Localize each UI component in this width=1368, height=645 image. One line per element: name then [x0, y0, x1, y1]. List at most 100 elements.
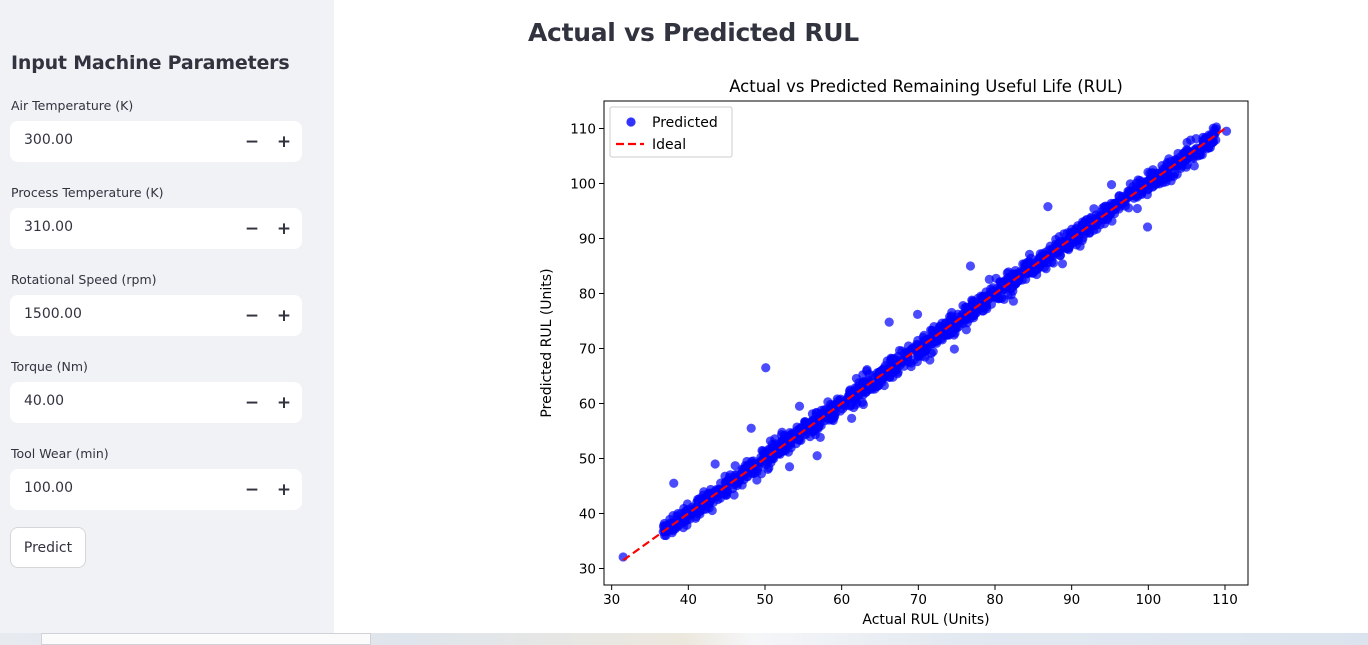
predicted-point — [944, 330, 954, 340]
predicted-point — [1132, 203, 1142, 214]
ideal-line — [622, 126, 1228, 562]
x-tick-label: 80 — [986, 592, 1003, 608]
predicted-point — [669, 478, 679, 488]
predicted-point — [685, 514, 695, 524]
torque-input[interactable]: 40.00 − + — [10, 382, 302, 423]
predicted-point — [1078, 233, 1088, 243]
predict-button[interactable]: Predict — [10, 527, 86, 568]
predicted-point — [794, 401, 805, 411]
plot-frame — [603, 100, 1249, 586]
predicted-point — [1161, 177, 1171, 187]
predicted-point — [1055, 250, 1065, 261]
predicted-point — [729, 490, 739, 500]
predicted-point — [1075, 241, 1085, 251]
predicted-point — [1040, 250, 1050, 261]
predicted-point — [930, 334, 940, 345]
air-temperature-value[interactable]: 300.00 — [24, 132, 73, 148]
predicted-point — [1007, 278, 1017, 289]
predicted-point — [960, 313, 971, 323]
predicted-point — [1145, 168, 1155, 178]
y-tick-label: 30 — [579, 562, 596, 578]
predicted-point — [1131, 178, 1142, 188]
y-tick-label: 50 — [579, 452, 596, 468]
torque-increment-button[interactable]: + — [276, 392, 292, 413]
predicted-point — [854, 378, 864, 388]
process-temperature-increment-button[interactable]: + — [276, 218, 292, 239]
legend-ideal-label: Ideal — [652, 137, 686, 153]
predicted-point — [710, 459, 720, 469]
sidebar: Input Machine Parameters Air Temperature… — [0, 0, 334, 633]
predicted-point — [913, 351, 923, 361]
predicted-point — [982, 304, 992, 314]
predicted-point — [862, 365, 872, 375]
x-tick-label: 60 — [833, 592, 850, 608]
page-title: Actual vs Predicted RUL — [528, 18, 859, 47]
predicted-point — [761, 363, 771, 373]
predicted-point — [770, 434, 780, 444]
x-tick-label: 90 — [1063, 592, 1080, 608]
predicted-point — [992, 293, 1002, 303]
rul-scatter-chart: Actual vs Predicted Remaining Useful Lif… — [539, 77, 1249, 628]
rotational-speed-label: Rotational Speed (rpm) — [11, 272, 157, 287]
air-temperature-input[interactable]: 300.00 − + — [10, 121, 302, 162]
predicted-point — [965, 261, 976, 271]
predicted-point — [1123, 186, 1133, 196]
air-temperature-increment-button[interactable]: + — [276, 131, 292, 152]
predicted-point — [1189, 161, 1199, 171]
predicted-point — [696, 494, 706, 504]
predicted-point — [1169, 171, 1179, 181]
predicted-point — [847, 413, 857, 423]
rotational-speed-decrement-button[interactable]: − — [244, 305, 260, 326]
predicted-point — [998, 285, 1008, 295]
x-tick-label: 110 — [1212, 592, 1238, 608]
predicted-point — [999, 294, 1009, 305]
y-tick-label: 80 — [579, 287, 596, 303]
predicted-point — [1142, 222, 1153, 232]
rotational-speed-input[interactable]: 1500.00 − + — [10, 295, 302, 336]
tool-wear-value[interactable]: 100.00 — [24, 480, 73, 496]
predicted-point — [949, 344, 959, 354]
tool-wear-decrement-button[interactable]: − — [244, 479, 260, 500]
predicted-point — [970, 307, 980, 317]
predicted-point — [812, 451, 822, 461]
predicted-point — [1107, 216, 1117, 226]
predicted-point — [1057, 259, 1068, 269]
y-tick-label: 40 — [579, 507, 596, 523]
x-axis-label: Actual RUL (Units) — [862, 612, 989, 628]
torque-value[interactable]: 40.00 — [24, 393, 65, 409]
predicted-point — [946, 322, 956, 332]
tool-wear-label: Tool Wear (min) — [11, 446, 109, 461]
predicted-point — [721, 490, 731, 500]
legend-predicted-label: Predicted — [652, 115, 718, 131]
bottom-strip-box — [41, 633, 371, 645]
predicted-points — [618, 122, 1232, 562]
predicted-point — [984, 274, 994, 284]
x-tick-label: 40 — [680, 592, 697, 608]
tool-wear-increment-button[interactable]: + — [276, 479, 292, 500]
air-temperature-decrement-button[interactable]: − — [244, 131, 260, 152]
predicted-point — [761, 460, 771, 470]
rotational-speed-value[interactable]: 1500.00 — [24, 306, 82, 322]
predicted-point — [730, 461, 740, 471]
torque-decrement-button[interactable]: − — [244, 392, 260, 413]
process-temperature-value[interactable]: 310.00 — [24, 219, 73, 235]
predicted-point — [1211, 124, 1221, 134]
predicted-point — [777, 446, 787, 457]
x-tick-label: 50 — [756, 592, 773, 608]
predicted-point — [756, 469, 767, 479]
predicted-point — [925, 355, 935, 365]
predicted-point — [1162, 159, 1172, 169]
process-temperature-input[interactable]: 310.00 − + — [10, 208, 302, 249]
predicted-point — [877, 377, 887, 387]
y-tick-label: 70 — [579, 342, 596, 358]
tool-wear-input[interactable]: 100.00 − + — [10, 469, 302, 510]
process-temperature-decrement-button[interactable]: − — [244, 218, 260, 239]
x-tick-label: 70 — [910, 592, 927, 608]
y-tick-label: 90 — [579, 232, 596, 248]
predicted-point — [828, 415, 838, 426]
predicted-point — [958, 301, 968, 311]
rotational-speed-increment-button[interactable]: + — [276, 305, 292, 326]
predicted-point — [1083, 223, 1093, 233]
predicted-point — [838, 404, 848, 414]
predicted-point — [906, 361, 916, 372]
